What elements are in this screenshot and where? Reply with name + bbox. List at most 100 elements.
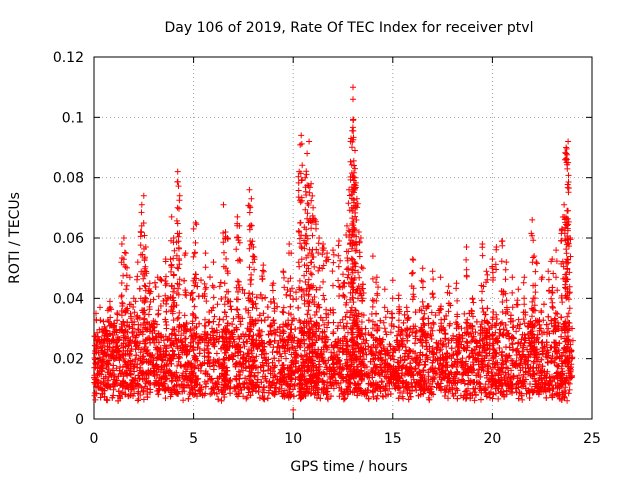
data-point bbox=[400, 388, 407, 395]
data-point bbox=[426, 396, 433, 403]
data-point bbox=[210, 304, 217, 311]
data-point bbox=[265, 389, 272, 396]
data-point bbox=[163, 308, 170, 315]
data-point bbox=[386, 362, 393, 369]
data-point bbox=[477, 332, 484, 338]
data-point bbox=[397, 389, 403, 396]
data-point bbox=[538, 339, 545, 346]
data-point bbox=[134, 397, 141, 404]
data-point bbox=[445, 395, 451, 402]
data-point bbox=[536, 375, 543, 381]
data-point bbox=[264, 304, 271, 310]
data-point bbox=[283, 291, 290, 298]
data-point bbox=[227, 390, 234, 397]
data-point bbox=[162, 318, 169, 325]
data-point bbox=[407, 393, 414, 400]
data-point bbox=[267, 328, 274, 335]
data-point bbox=[271, 364, 278, 371]
data-point bbox=[114, 337, 121, 344]
data-point bbox=[542, 381, 549, 388]
data-point bbox=[237, 371, 244, 378]
data-point bbox=[281, 387, 288, 394]
data-point bbox=[314, 394, 320, 401]
data-point bbox=[152, 284, 159, 290]
data-point bbox=[210, 294, 217, 301]
data-point bbox=[114, 317, 121, 324]
data-point bbox=[275, 340, 282, 346]
data-point bbox=[374, 392, 381, 399]
data-point bbox=[138, 360, 145, 367]
data-point bbox=[467, 364, 474, 371]
data-point bbox=[267, 338, 274, 345]
data-point bbox=[513, 328, 520, 335]
data-point bbox=[321, 339, 328, 346]
data-point bbox=[307, 378, 314, 385]
data-point bbox=[300, 320, 307, 327]
data-point bbox=[313, 308, 320, 315]
data-point bbox=[524, 346, 531, 353]
data-point bbox=[132, 334, 139, 341]
data-point bbox=[465, 372, 471, 379]
data-point bbox=[536, 327, 543, 334]
data-point bbox=[480, 357, 487, 364]
data-point bbox=[384, 308, 391, 315]
data-point bbox=[241, 343, 248, 350]
data-point bbox=[395, 324, 402, 331]
x-tick-label: 20 bbox=[483, 431, 501, 447]
data-point bbox=[284, 286, 291, 293]
data-point bbox=[218, 397, 225, 404]
data-point bbox=[502, 322, 509, 328]
data-point bbox=[177, 362, 184, 369]
data-point bbox=[163, 361, 170, 368]
data-point bbox=[424, 356, 431, 363]
data-point bbox=[434, 380, 441, 387]
data-point bbox=[291, 349, 297, 356]
data-point bbox=[564, 397, 571, 404]
data-point bbox=[291, 334, 298, 341]
data-point bbox=[295, 304, 302, 311]
data-point bbox=[189, 374, 196, 381]
data-point bbox=[243, 395, 250, 402]
data-point bbox=[342, 333, 348, 340]
data-point bbox=[204, 360, 211, 367]
data-point bbox=[342, 395, 348, 402]
data-point bbox=[473, 357, 480, 364]
data-point bbox=[465, 377, 472, 384]
data-point bbox=[306, 299, 313, 306]
data-point bbox=[454, 337, 461, 344]
data-point bbox=[249, 298, 256, 305]
data-point bbox=[543, 374, 550, 380]
data-point bbox=[354, 370, 361, 377]
data-point bbox=[207, 274, 213, 281]
data-point bbox=[476, 349, 483, 355]
data-point bbox=[263, 350, 269, 357]
data-point bbox=[417, 356, 424, 363]
data-point bbox=[467, 322, 474, 329]
data-point bbox=[556, 340, 563, 347]
data-point bbox=[197, 367, 204, 374]
data-point bbox=[208, 390, 215, 397]
data-point bbox=[489, 333, 495, 339]
data-point bbox=[230, 315, 237, 322]
data-point bbox=[340, 396, 347, 403]
data-point bbox=[104, 369, 111, 376]
data-point bbox=[201, 353, 208, 360]
data-point bbox=[432, 312, 439, 319]
data-point bbox=[485, 378, 492, 385]
data-point bbox=[509, 340, 515, 347]
y-tick-label: 0.08 bbox=[53, 171, 84, 187]
data-point bbox=[380, 393, 387, 400]
data-point bbox=[114, 334, 121, 341]
data-point bbox=[417, 336, 423, 343]
data-point bbox=[548, 358, 555, 365]
data-point bbox=[503, 387, 510, 394]
data-point bbox=[186, 385, 193, 391]
data-point bbox=[274, 376, 281, 383]
data-point bbox=[253, 305, 260, 312]
data-point bbox=[150, 317, 157, 324]
data-point bbox=[406, 332, 413, 338]
data-point bbox=[305, 281, 312, 288]
data-point bbox=[515, 395, 522, 402]
data-point bbox=[405, 353, 412, 360]
data-point bbox=[290, 296, 297, 303]
